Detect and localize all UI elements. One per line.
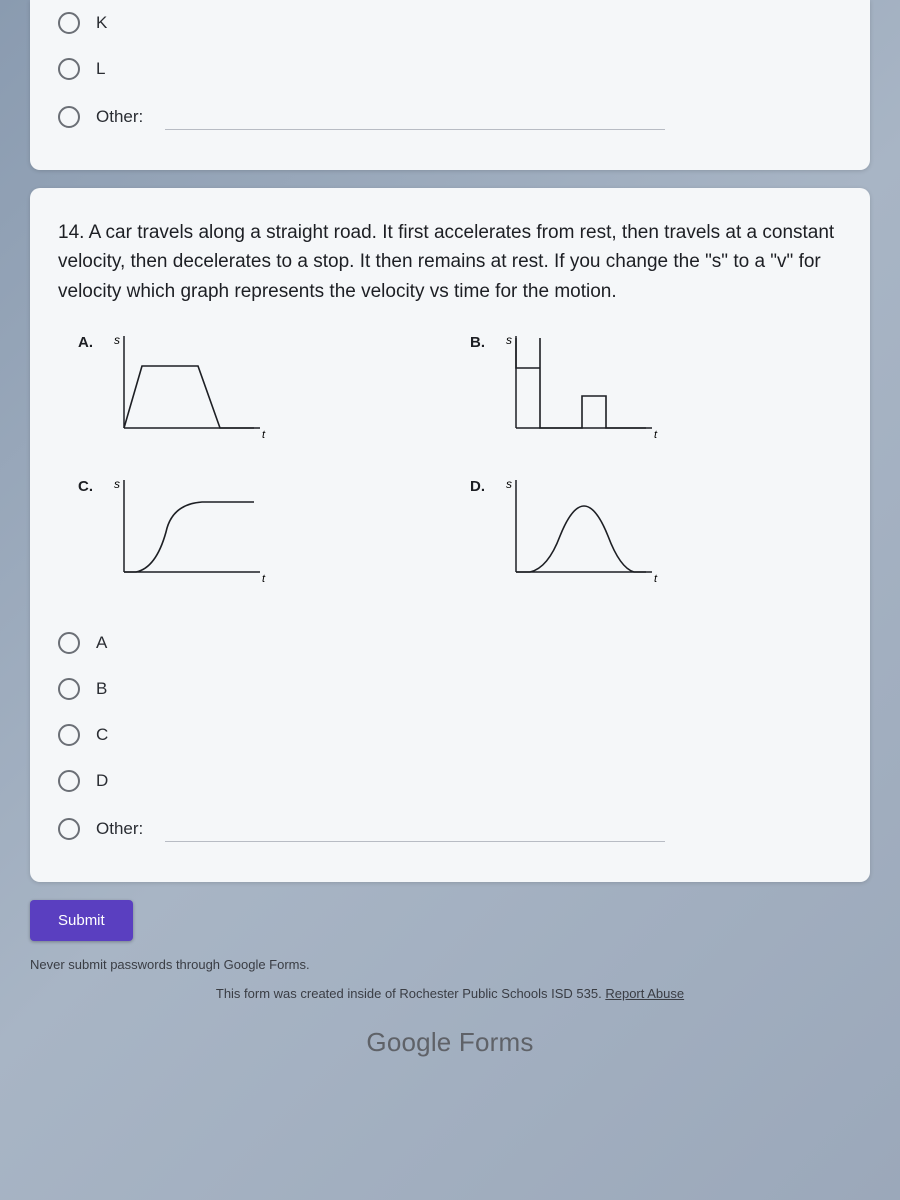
question-text: 14. A car travels along a straight road.… xyxy=(58,218,842,306)
graph-cell-d: D. s t xyxy=(470,476,822,596)
option-label: L xyxy=(96,59,105,79)
graph-grid: A. s t B. s t C. s xyxy=(58,332,842,620)
option-row-c[interactable]: C xyxy=(58,712,842,758)
option-row-b[interactable]: B xyxy=(58,666,842,712)
question-14-card: 14. A car travels along a straight road.… xyxy=(30,188,870,882)
option-label: K xyxy=(96,13,107,33)
x-axis-label: t xyxy=(654,573,658,585)
option-row-k[interactable]: K xyxy=(58,0,842,46)
y-axis-label: s xyxy=(506,477,512,491)
graph-letter: C. xyxy=(78,476,98,495)
x-axis-label: t xyxy=(654,429,658,441)
graph-letter: D. xyxy=(470,476,490,495)
graph-d: s t xyxy=(504,476,664,596)
x-axis-label: t xyxy=(262,429,266,441)
option-label: A xyxy=(96,633,107,653)
radio-button[interactable] xyxy=(58,632,80,654)
option-label: Other: xyxy=(96,819,143,839)
graph-cell-b: B. s t xyxy=(470,332,822,452)
report-abuse-link[interactable]: Report Abuse xyxy=(605,986,684,1001)
prev-question-card: K L Other: xyxy=(30,0,870,170)
curve xyxy=(516,506,646,572)
radio-button[interactable] xyxy=(58,724,80,746)
option-label: C xyxy=(96,725,108,745)
option-label: Other: xyxy=(96,107,143,127)
submit-button[interactable]: Submit xyxy=(30,900,133,941)
radio-button[interactable] xyxy=(58,58,80,80)
option-row-a[interactable]: A xyxy=(58,620,842,666)
logo-part1: Google xyxy=(366,1027,451,1057)
option-row-l[interactable]: L xyxy=(58,46,842,92)
password-warning: Never submit passwords through Google Fo… xyxy=(30,957,870,972)
graph-cell-a: A. s t xyxy=(78,332,430,452)
radio-button[interactable] xyxy=(58,12,80,34)
submit-row: Submit xyxy=(30,900,870,941)
other-input[interactable] xyxy=(165,104,665,130)
logo-part2: Forms xyxy=(451,1027,533,1057)
y-axis-label: s xyxy=(506,333,512,347)
graph-letter: B. xyxy=(470,332,490,351)
curve xyxy=(124,366,254,428)
radio-button[interactable] xyxy=(58,770,80,792)
graph-c: s t xyxy=(112,476,272,596)
x-axis-label: t xyxy=(262,573,266,585)
footer-note: This form was created inside of Rocheste… xyxy=(30,986,870,1001)
radio-button[interactable] xyxy=(58,106,80,128)
other-input[interactable] xyxy=(165,816,665,842)
footer-text: This form was created inside of Rocheste… xyxy=(216,986,605,1001)
graph-letter: A. xyxy=(78,332,98,351)
radio-button[interactable] xyxy=(58,818,80,840)
option-row-other[interactable]: Other: xyxy=(58,92,842,142)
radio-button[interactable] xyxy=(58,678,80,700)
graph-cell-c: C. s t xyxy=(78,476,430,596)
google-forms-logo: Google Forms xyxy=(30,1027,870,1058)
curve xyxy=(124,502,254,572)
option-label: D xyxy=(96,771,108,791)
y-axis-label: s xyxy=(114,333,120,347)
graph-a: s t xyxy=(112,332,272,452)
option-row-other[interactable]: Other: xyxy=(58,804,842,854)
option-label: B xyxy=(96,679,107,699)
y-axis-label: s xyxy=(114,477,120,491)
graph-b: s t xyxy=(504,332,664,452)
curve xyxy=(516,338,646,428)
option-row-d[interactable]: D xyxy=(58,758,842,804)
